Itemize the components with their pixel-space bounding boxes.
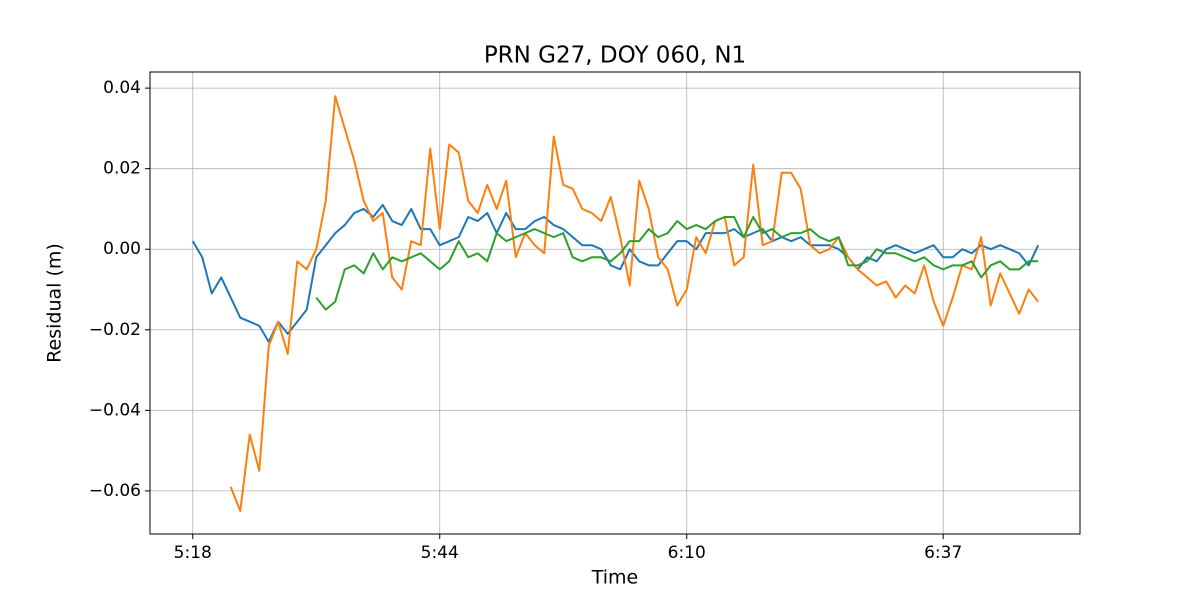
x-tick-label: 5:44 (421, 543, 459, 563)
y-tick-label: 0.02 (103, 159, 141, 179)
series-line (315, 216, 1039, 311)
series-line (229, 95, 1039, 513)
chart-title: PRN G27, DOY 060, N1 (484, 43, 746, 69)
y-tick-label: −0.04 (89, 400, 141, 420)
x-axis-label: Time (591, 567, 639, 589)
y-tick-label: 0.04 (103, 78, 141, 98)
x-tick-label: 5:18 (174, 543, 212, 563)
y-axis-label: Residual (m) (44, 243, 66, 363)
x-tick-label: 6:10 (668, 543, 706, 563)
plot-frame (149, 71, 1081, 535)
y-tick-label: 0.00 (103, 239, 141, 259)
series-line (191, 203, 1040, 343)
y-tick-label: −0.02 (89, 320, 141, 340)
y-tick-label: −0.06 (89, 481, 141, 501)
x-tick-label: 6:37 (924, 543, 962, 563)
